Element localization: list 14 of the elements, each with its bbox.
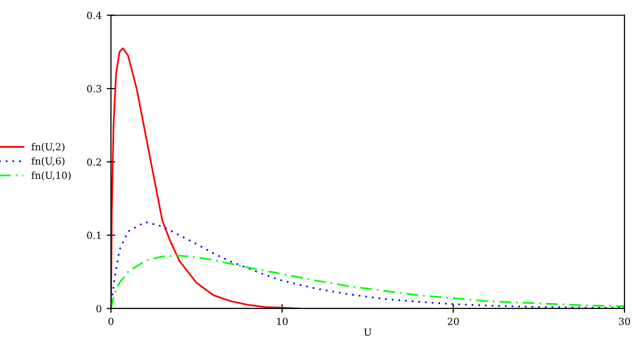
y-tick-label: 0 <box>96 304 102 312</box>
line-series <box>110 47 300 308</box>
x-tick-label: 10 <box>277 318 288 326</box>
legend-label: fn(U,2) <box>32 142 64 152</box>
legend-label: fn(U,6) <box>32 157 64 166</box>
x-axis-title: U <box>364 328 372 336</box>
y-tick-label: 0.1 <box>87 232 101 240</box>
x-tick-label: 30 <box>619 318 630 326</box>
y-tick-label: 0.4 <box>87 12 102 20</box>
y-tick-label: 0.3 <box>87 85 102 92</box>
y-tick-label: 0.2 <box>87 158 101 166</box>
x-tick-label: 0 <box>108 318 114 326</box>
legend-label: fn(U,10) <box>32 171 71 180</box>
x-tick-label: 20 <box>448 318 459 326</box>
